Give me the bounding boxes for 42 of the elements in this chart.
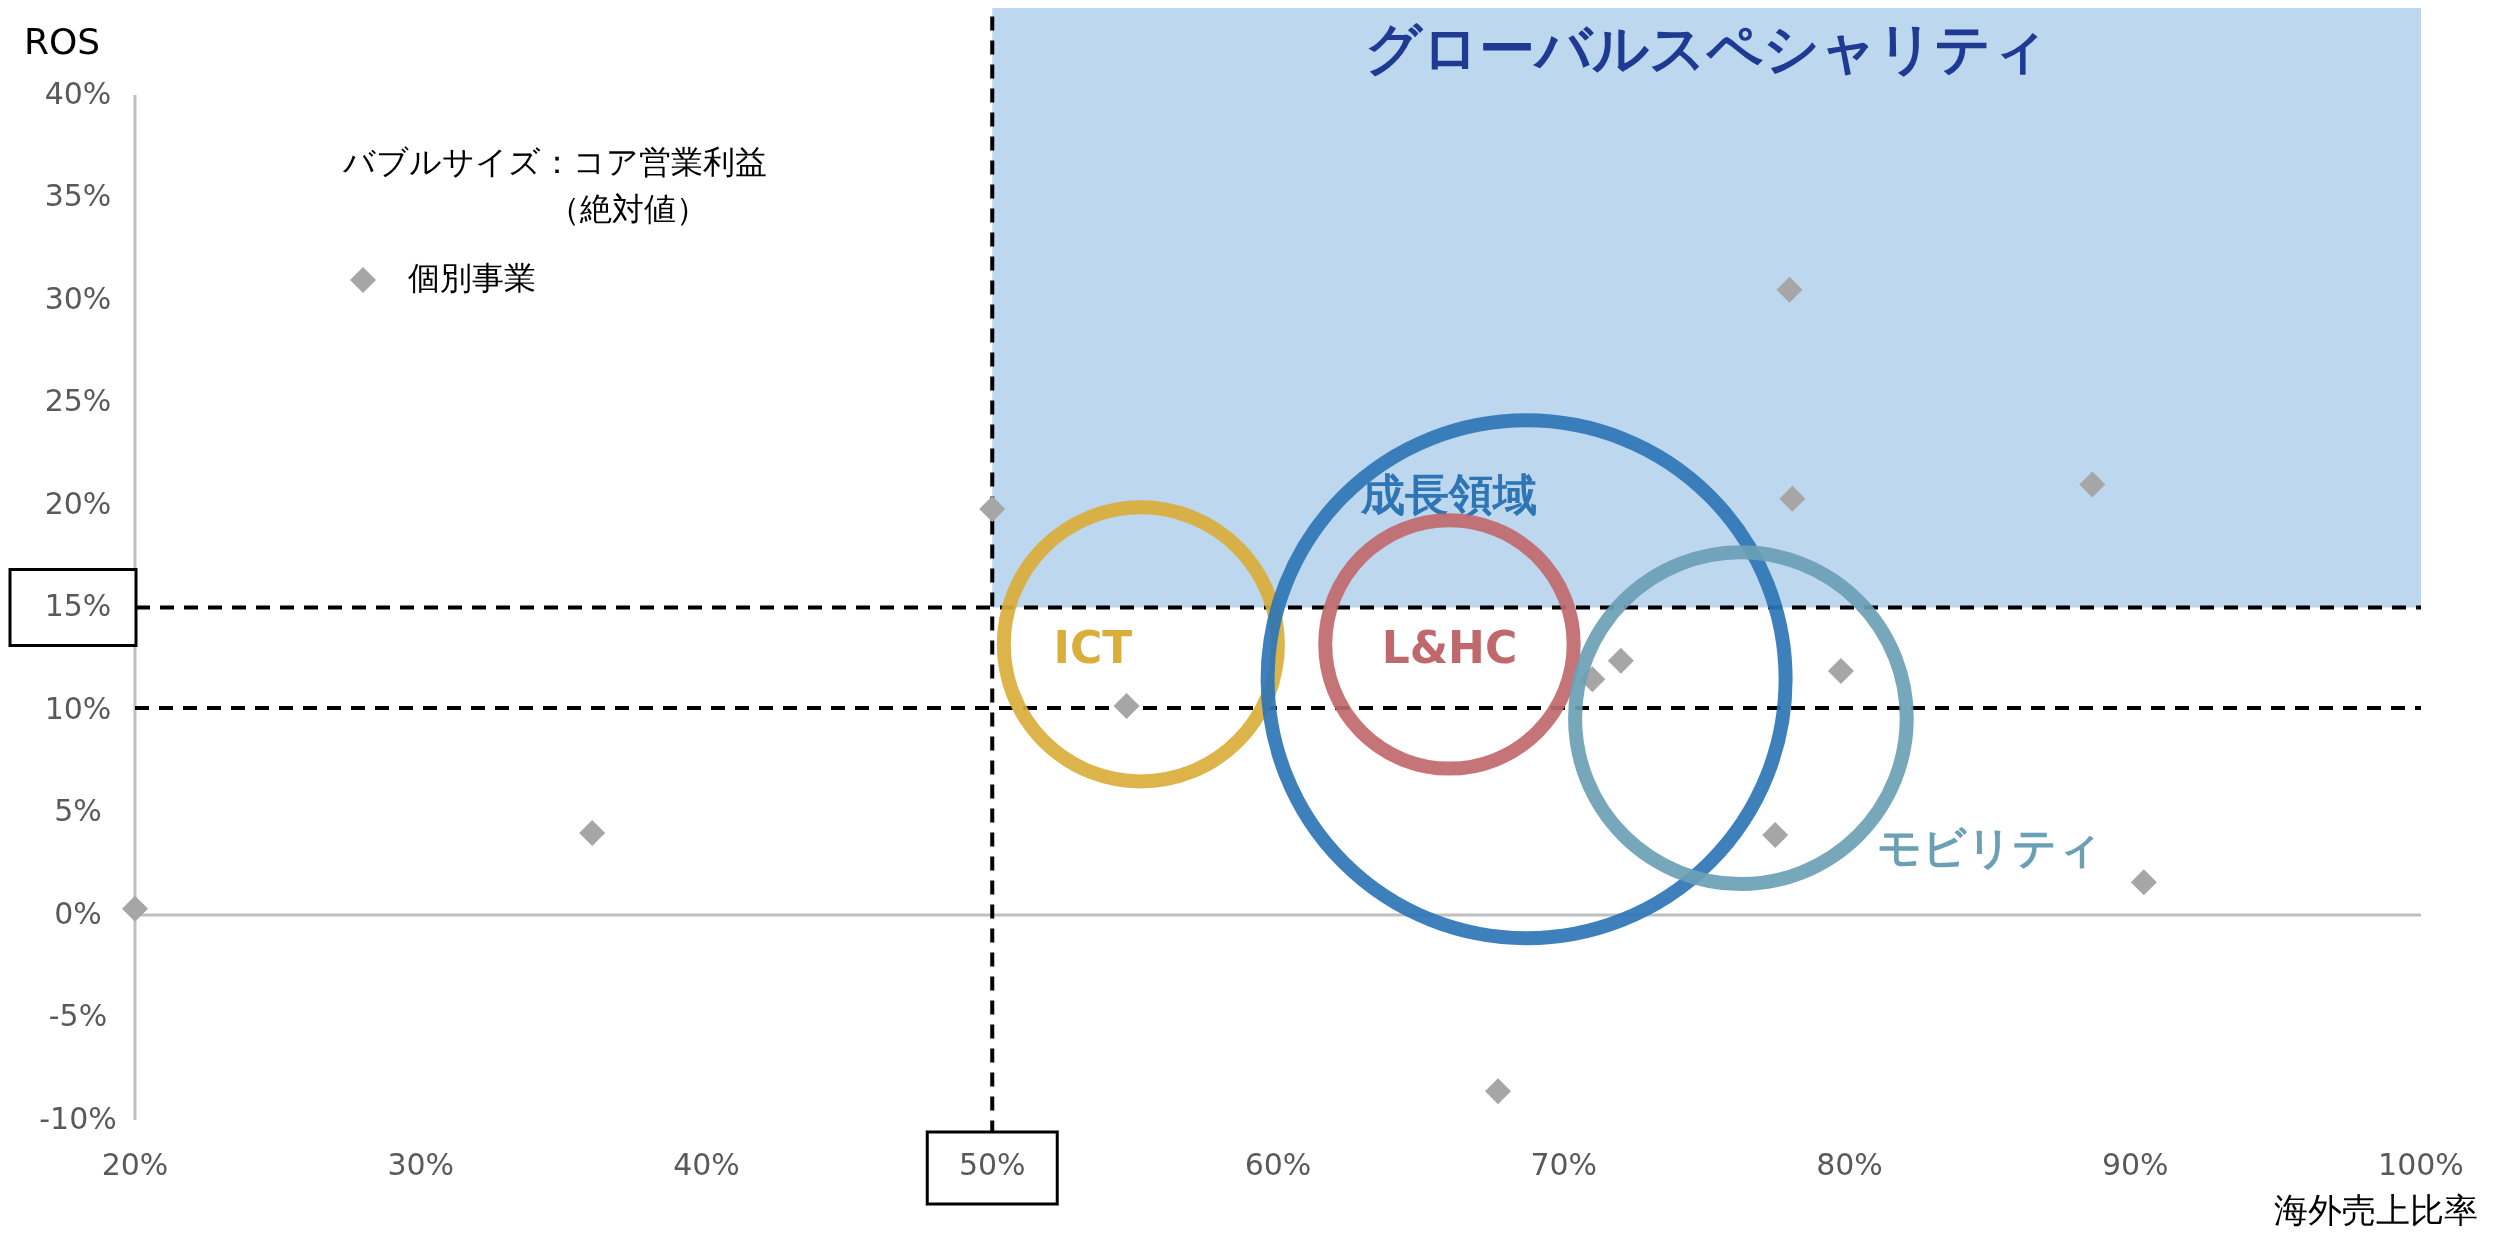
x-tick-label: 40% bbox=[673, 1146, 740, 1182]
y-tick-label: 20% bbox=[44, 485, 112, 521]
x-tick-label: 70% bbox=[1530, 1146, 1598, 1182]
y-tick-label: 15% bbox=[44, 588, 112, 623]
x-tick-label: 90% bbox=[2101, 1146, 2169, 1182]
point bbox=[2079, 471, 2106, 498]
annotation: バブルサイズ：コア営業利益 bbox=[342, 143, 767, 181]
y-axis-title: ROS bbox=[24, 21, 101, 62]
y-tick-label: -5% bbox=[48, 998, 108, 1033]
y-tick-label: 5% bbox=[54, 793, 102, 828]
series-label: ICT bbox=[1053, 622, 1133, 674]
y-tick-label: 25% bbox=[44, 383, 112, 418]
x-tick-label: 50% bbox=[958, 1146, 1026, 1182]
x-tick-label: 60% bbox=[1244, 1146, 1312, 1182]
point bbox=[2130, 869, 2157, 896]
point bbox=[1113, 692, 1140, 719]
point bbox=[1827, 658, 1854, 685]
y-tick-label: 30% bbox=[44, 280, 112, 316]
y-tick-label: 0% bbox=[54, 895, 102, 931]
y-tick-label: 10% bbox=[44, 690, 112, 726]
point bbox=[579, 820, 606, 846]
y-tick-label: -10% bbox=[39, 1100, 117, 1136]
band-label: グローバルスペシャリティ bbox=[1365, 15, 2049, 81]
point bbox=[1485, 1078, 1512, 1105]
point bbox=[1779, 485, 1806, 512]
y-tick-label: 40% bbox=[44, 75, 112, 111]
x-tick-label: 80% bbox=[1816, 1146, 1883, 1182]
legend-label: 個別事業 bbox=[408, 259, 536, 297]
point bbox=[1607, 647, 1634, 674]
x-tick-label: 20% bbox=[101, 1146, 169, 1182]
x-tick-label: 100% bbox=[2378, 1146, 2464, 1182]
y-tick-label: 35% bbox=[44, 178, 112, 213]
point bbox=[1776, 276, 1803, 303]
point bbox=[979, 496, 1006, 523]
series-label: モビリティ bbox=[1877, 821, 2103, 873]
series-label: 成長領域 bbox=[1359, 468, 1537, 520]
x-tick-label: 30% bbox=[387, 1146, 455, 1182]
annotation: （絶対値） bbox=[548, 190, 708, 228]
point bbox=[122, 895, 148, 922]
point bbox=[1762, 822, 1789, 849]
series-label: L&HC bbox=[1381, 621, 1518, 673]
x-axis-title: 海外売上比率 bbox=[2274, 1190, 2478, 1230]
